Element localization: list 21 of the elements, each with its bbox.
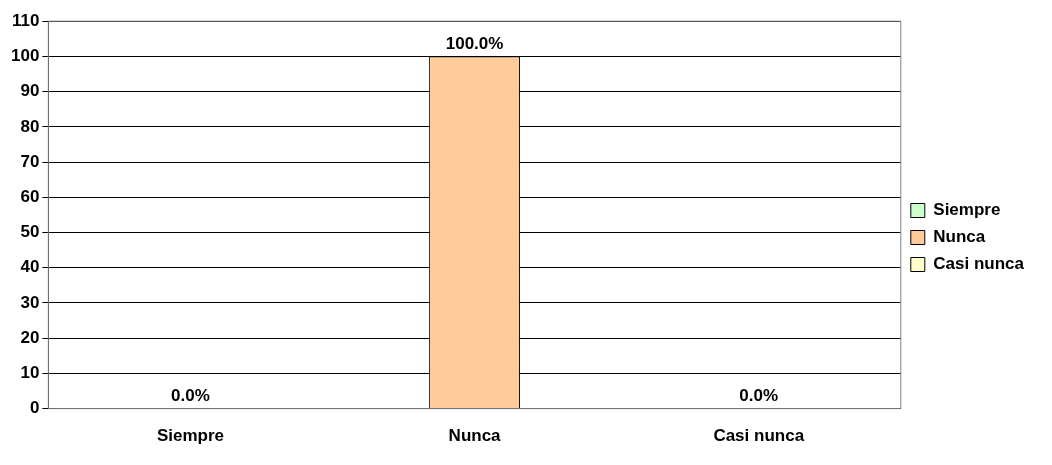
y-tick-label: 20 <box>20 327 40 347</box>
x-tick-label: Nunca <box>448 426 502 446</box>
y-tick-label: 0 <box>29 398 40 418</box>
data-label: 0.0% <box>739 385 779 405</box>
y-tick-label: 70 <box>20 151 40 171</box>
x-tick-label: Casi nunca <box>713 426 805 446</box>
y-tick-label: 80 <box>20 116 40 136</box>
legend-label: Casi nunca <box>933 254 1025 274</box>
y-tick-label: 90 <box>20 81 40 101</box>
data-label: 100.0% <box>445 33 504 53</box>
y-tick-label: 110 <box>11 10 40 30</box>
y-tick-label: 30 <box>20 292 40 312</box>
y-tick-label: 100 <box>10 46 40 66</box>
legend-label: Siempre <box>933 200 1001 220</box>
y-tick-label: 10 <box>20 363 40 383</box>
legend-label: Nunca <box>933 227 986 247</box>
x-tick-label: Siempre <box>156 426 224 446</box>
y-tick-label: 50 <box>20 222 40 242</box>
data-label: 0.0% <box>171 385 210 405</box>
y-tick-label: 60 <box>20 186 40 206</box>
y-tick-label: 40 <box>20 257 40 277</box>
